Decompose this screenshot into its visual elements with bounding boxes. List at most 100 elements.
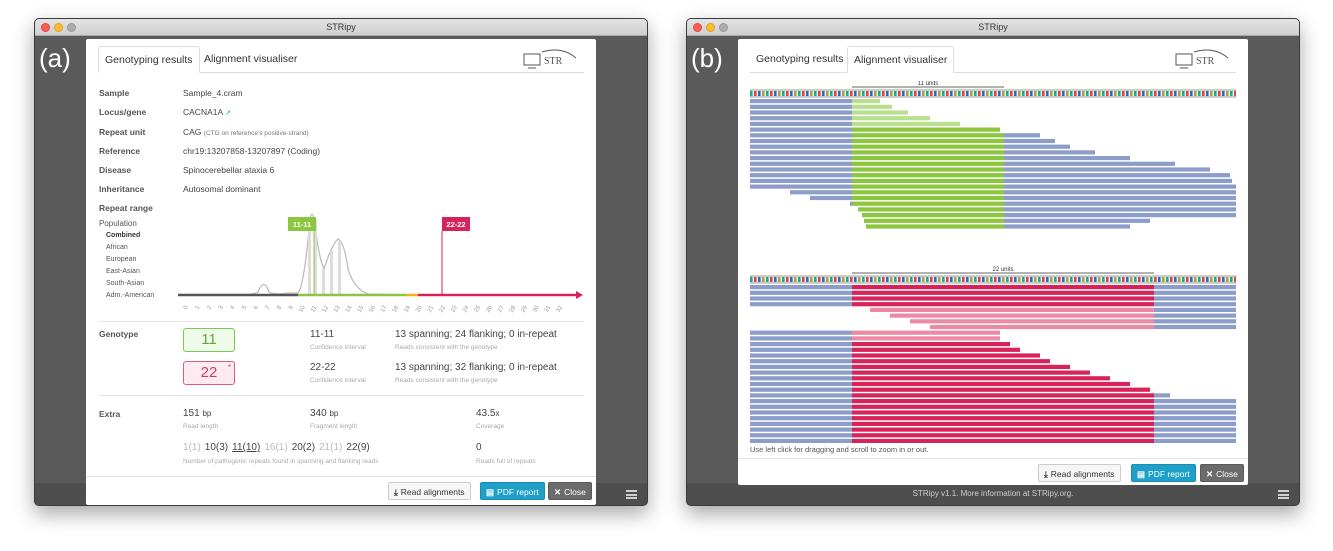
locus-value[interactable]: CACNA1A ↗	[183, 107, 231, 117]
zoom-traffic-light[interactable]	[67, 23, 76, 32]
tab-alignment-visualiser[interactable]: Alignment visualiser	[847, 46, 955, 73]
tab-genotyping-results[interactable]: Genotyping results	[98, 46, 200, 73]
read-flank	[750, 99, 852, 104]
read-repeat	[852, 116, 930, 121]
axis-tick-label: 23	[450, 304, 459, 313]
tab-alignment-visualiser[interactable]: Alignment visualiser	[204, 53, 298, 65]
external-link-icon[interactable]: ↗	[225, 110, 231, 117]
read-flank	[750, 161, 852, 166]
allele2-ci: 22-22	[310, 362, 336, 373]
read-flank	[750, 342, 852, 347]
read-flank	[1154, 399, 1236, 404]
fragment-length-number: 340	[310, 408, 327, 419]
read-flank	[750, 387, 852, 392]
read-alignments-button[interactable]: ⤓ Read alignments	[388, 482, 471, 500]
axis-tick-label: 20	[415, 304, 424, 313]
window-title: STRipy	[978, 22, 1008, 32]
zoom-hint: Use left click for dragging and scroll t…	[750, 445, 929, 454]
pdf-report-button[interactable]: ▤ PDF report	[1131, 464, 1196, 482]
repeat-units-ruler: 22 units	[992, 267, 1013, 273]
minimize-traffic-light[interactable]	[54, 23, 63, 32]
read-flank	[1004, 138, 1055, 144]
axis-tick-label: 13	[333, 304, 342, 313]
pdf-report-label: PDF report	[1148, 469, 1190, 479]
axis-tick-label: 9	[288, 304, 295, 310]
axis-tick-label: 31	[544, 304, 553, 313]
repeat-count-item: 21(1)	[319, 442, 343, 453]
read-flank	[750, 427, 852, 432]
read-flank	[750, 399, 852, 404]
title-bar: STRipy	[35, 19, 647, 36]
axis-tick-label: 30	[532, 304, 541, 313]
fragment-length-value: 340 bp	[310, 408, 338, 419]
axis-tick-label: 27	[497, 304, 506, 313]
close-traffic-light[interactable]	[693, 23, 702, 32]
menu-icon[interactable]	[1278, 490, 1289, 499]
pdf-report-button[interactable]: ▤ PDF report	[480, 482, 545, 500]
close-button[interactable]: ✕ Close	[548, 482, 592, 500]
locus-link[interactable]: CACNA1A	[183, 107, 223, 117]
disease-value: Spinocerebellar ataxia 6	[183, 165, 275, 175]
footer-text: STRipy v1.1. More information at STRipy.…	[912, 489, 1074, 498]
population-adm-american[interactable]: Adm.-American	[106, 292, 155, 299]
coverage-number: 43.5	[476, 408, 496, 419]
read-repeat	[852, 342, 1010, 347]
population-combined[interactable]: Combined	[106, 232, 141, 239]
read-repeat	[852, 381, 1130, 387]
tab-genotyping-results[interactable]: Genotyping results	[756, 53, 844, 65]
read-flank	[1004, 173, 1230, 178]
read-repeat	[852, 201, 1004, 206]
zoom-traffic-light[interactable]	[719, 23, 728, 32]
axis-tick-label: 3	[218, 304, 225, 310]
axis-tick-label: 24	[462, 304, 471, 313]
stripy-logo: STR	[523, 49, 577, 69]
close-label: Close	[564, 487, 586, 497]
read-flank	[750, 370, 852, 375]
svg-text:STR: STR	[544, 56, 563, 67]
read-alignments-button[interactable]: ⤓ Read alignments	[1038, 464, 1121, 482]
axis-tick-label: 21	[427, 304, 436, 313]
read-flank	[750, 364, 852, 369]
population-african[interactable]: African	[106, 244, 128, 251]
close-button[interactable]: ✕ Close	[1200, 464, 1244, 482]
close-icon: ✕	[1206, 469, 1214, 479]
close-traffic-light[interactable]	[41, 23, 50, 32]
read-repeat	[852, 99, 880, 104]
allele2-alignment-track: 22 units	[750, 267, 1236, 443]
population-east-asian[interactable]: East-Asian	[106, 268, 140, 275]
population-south-asian[interactable]: South-Asian	[106, 280, 145, 287]
population-european[interactable]: European	[106, 256, 137, 263]
disease-label: Disease	[99, 165, 132, 175]
read-repeat	[852, 427, 1154, 432]
repeat-unit-note: (CTG on reference's positive-strand)	[203, 130, 309, 137]
reference-sequence	[750, 275, 1236, 284]
read-flank	[1154, 290, 1236, 295]
minimize-traffic-light[interactable]	[706, 23, 715, 32]
menu-icon[interactable]	[626, 490, 637, 499]
read-repeat	[852, 296, 1154, 301]
locus-label: Locus/gene	[99, 107, 147, 117]
download-icon: ⤓	[1044, 469, 1048, 479]
read-repeat	[852, 161, 1004, 166]
histogram-bar	[330, 251, 333, 295]
repeat-range-label: Repeat range	[99, 203, 153, 213]
read-repeat	[852, 353, 1040, 358]
sample-label: Sample	[99, 88, 130, 98]
read-repeat	[852, 364, 1070, 369]
read-flank	[750, 421, 852, 426]
read-repeat	[890, 313, 1154, 318]
repeat-count-item: 16(1)	[264, 442, 288, 453]
reference-sequence	[750, 89, 1236, 98]
read-flank	[1154, 433, 1236, 438]
reference-label: Reference	[99, 146, 141, 156]
read-repeat	[930, 324, 1154, 330]
read-flank	[1154, 296, 1236, 301]
read-flank	[1004, 190, 1236, 195]
allele2-flag-mark: *	[227, 363, 231, 372]
read-repeat	[852, 336, 1000, 341]
read-flank	[790, 190, 852, 195]
alignment-view[interactable]: 11 units 22 units	[750, 81, 1236, 443]
read-flank	[750, 116, 852, 121]
panel-letter: (a)	[39, 43, 71, 73]
read-repeat	[852, 167, 1004, 172]
